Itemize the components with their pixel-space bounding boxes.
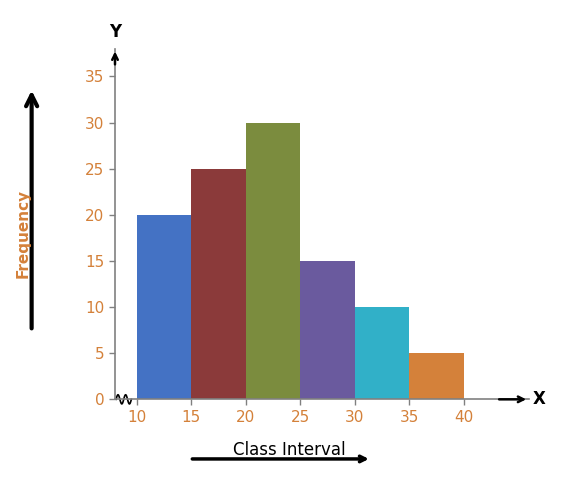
Text: Frequency: Frequency [16, 189, 30, 279]
Bar [409, 353, 463, 399]
Bar [191, 169, 246, 399]
Bar [300, 261, 355, 399]
Text: Y: Y [109, 23, 121, 41]
Text: X: X [532, 391, 545, 408]
Bar [355, 307, 409, 399]
Text: Class Interval: Class Interval [232, 441, 345, 459]
Bar [137, 215, 191, 399]
Bar [246, 123, 300, 399]
